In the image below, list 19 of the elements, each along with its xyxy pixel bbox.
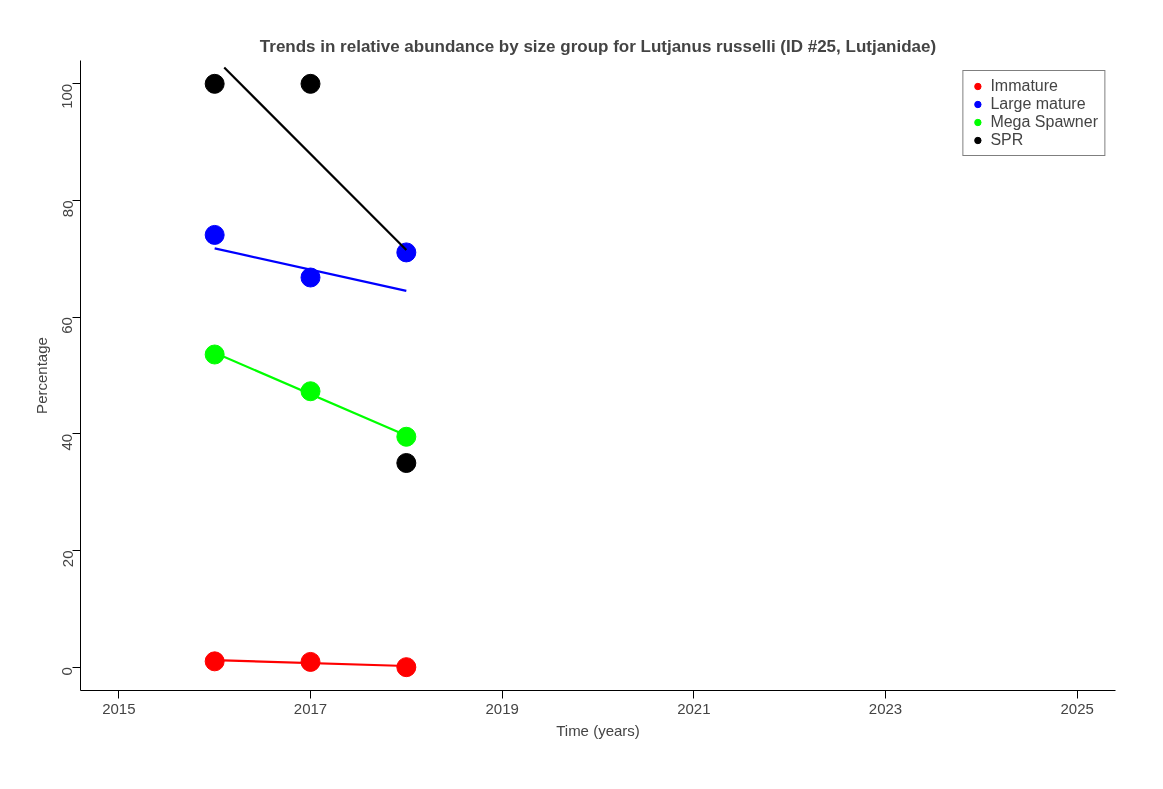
y-tick-label: 80 bbox=[58, 200, 76, 218]
legend-label: Mega Spawner bbox=[990, 113, 1098, 131]
x-tick-label: 2023 bbox=[868, 699, 903, 717]
x-tick-label: 2025 bbox=[1060, 699, 1094, 717]
x-tick-label: 2017 bbox=[293, 699, 328, 717]
y-tick-label: 20 bbox=[58, 550, 76, 568]
x-axis-title: Time (years) bbox=[556, 721, 640, 739]
y-axis-title: Percentage bbox=[32, 337, 50, 414]
x-tick-label: 2019 bbox=[485, 699, 519, 717]
legend-label: Large mature bbox=[990, 95, 1086, 113]
x-tick-label: 2015 bbox=[102, 699, 136, 717]
x-tick-label: 2021 bbox=[677, 699, 711, 717]
legend-label: Immature bbox=[990, 77, 1058, 95]
y-tick-label: 100 bbox=[58, 83, 76, 109]
chart-title: Trends in relative abundance by size group for Lutjanus russelli (ID #25, Lutjanidae) bbox=[259, 36, 937, 56]
y-tick-label: 40 bbox=[58, 433, 76, 451]
legend-label: SPR bbox=[990, 131, 1024, 149]
y-tick-label: 60 bbox=[58, 317, 76, 334]
y-tick-label: 0 bbox=[58, 667, 76, 676]
